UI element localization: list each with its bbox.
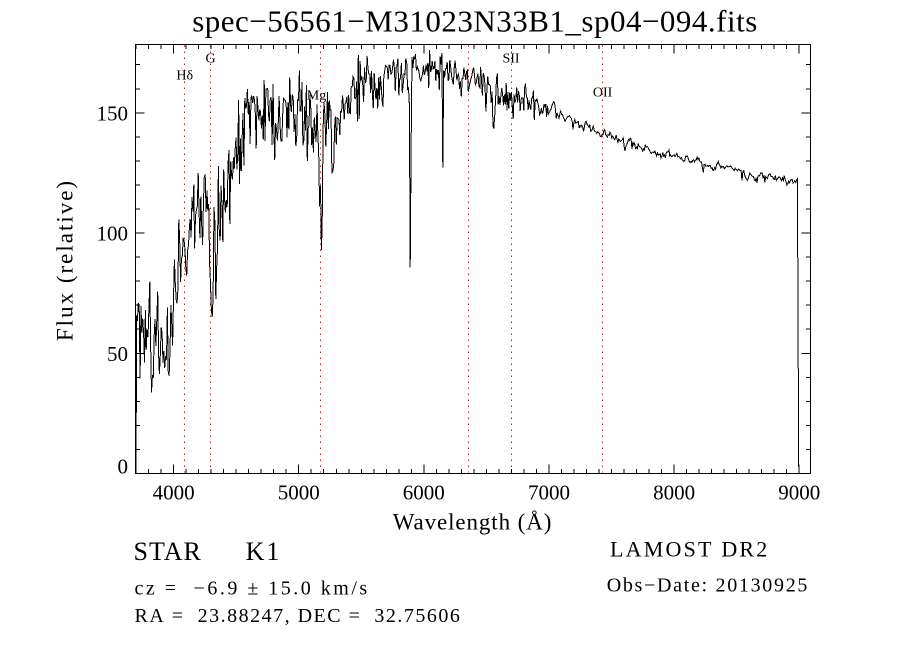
svg-text:Hδ: Hδ: [176, 69, 193, 84]
svg-text:150: 150: [97, 101, 129, 125]
svg-text:Obs−Date: 20130925: Obs−Date: 20130925: [607, 575, 809, 597]
svg-text:RA = 23.88247, DEC = 32.7560: RA = 23.88247, DEC = 32.75606: [135, 605, 462, 627]
svg-text:G: G: [206, 52, 216, 67]
svg-text:SII: SII: [502, 51, 519, 66]
svg-text:6000: 6000: [403, 481, 445, 505]
svg-text:STAR: STAR: [134, 537, 202, 566]
svg-text:K1: K1: [246, 537, 282, 566]
svg-text:0: 0: [118, 455, 129, 479]
svg-text:cz = −6.9 ± 15.0 km/s: cz = −6.9 ± 15.0 km/s: [135, 578, 370, 600]
svg-text:7000: 7000: [528, 481, 570, 505]
svg-text:LAMOST DR2: LAMOST DR2: [610, 537, 770, 562]
svg-text:8000: 8000: [653, 481, 695, 505]
svg-text:100: 100: [97, 222, 129, 246]
svg-text:5000: 5000: [278, 481, 320, 505]
svg-text:50: 50: [107, 342, 128, 366]
svg-text:spec−56561−M31023N33B1_sp04−09: spec−56561−M31023N33B1_sp04−094.fits: [192, 4, 758, 39]
svg-text:9000: 9000: [778, 481, 820, 505]
svg-text:OII: OII: [593, 86, 613, 101]
svg-text:Flux (relative): Flux (relative): [53, 179, 78, 341]
svg-text:4000: 4000: [153, 481, 195, 505]
svg-text:Wavelength (Å): Wavelength (Å): [393, 510, 553, 535]
svg-text:Mg: Mg: [307, 89, 326, 104]
